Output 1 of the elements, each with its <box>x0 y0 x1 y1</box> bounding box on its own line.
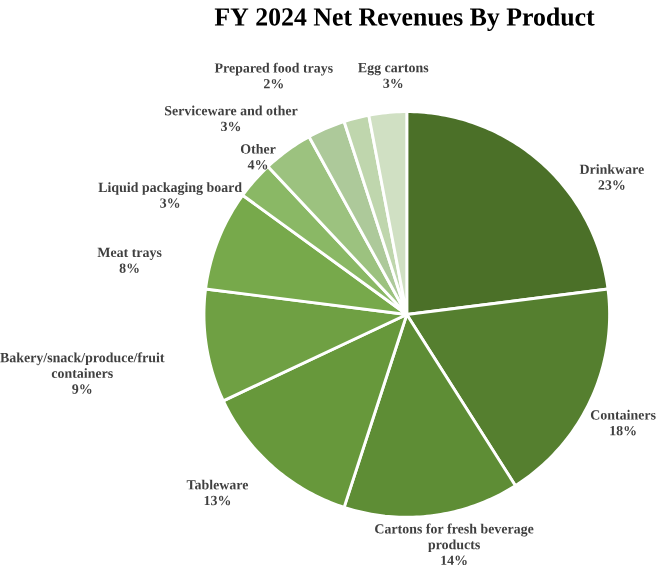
chart-title: FY 2024 Net Revenues By Product <box>214 7 595 32</box>
